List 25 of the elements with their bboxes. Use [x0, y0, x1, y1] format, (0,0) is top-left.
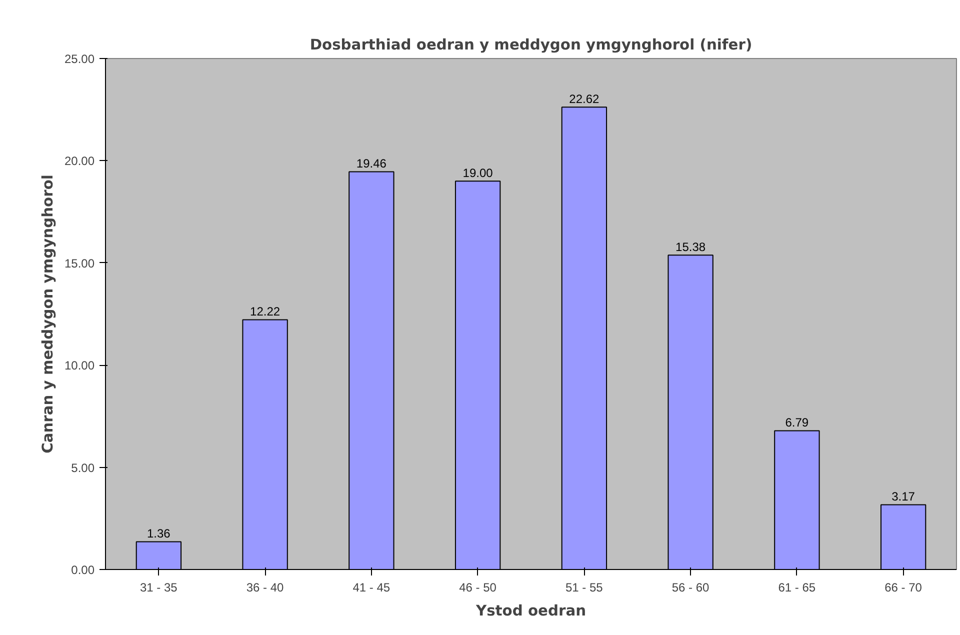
y-tick-label: 15.00	[64, 256, 95, 270]
y-tick-label: 25.00	[64, 52, 95, 66]
data-label: 1.36	[147, 526, 171, 541]
x-axis-title: Ystod oedran	[474, 602, 586, 620]
x-tick-label: 61 - 65	[778, 580, 816, 594]
x-tick-label: 36 - 40	[246, 580, 284, 594]
y-tick-label: 5.00	[71, 460, 95, 475]
x-tick-label: 66 - 70	[884, 580, 922, 594]
data-label: 12.22	[250, 304, 280, 319]
y-axis-title: Canran y meddygon ymgynghorol	[39, 174, 56, 454]
data-label: 22.62	[569, 92, 600, 106]
data-label: 19.00	[462, 166, 494, 180]
x-tick-label: 46 - 50	[459, 580, 497, 594]
data-label: 6.79	[785, 416, 809, 430]
y-tick-label: 20.00	[64, 154, 95, 168]
y-tick-label: 0.00	[71, 563, 95, 577]
x-tick-label: 51 - 55	[566, 580, 604, 594]
y-tick-label: 10.00	[64, 358, 95, 373]
x-tick-label: 41 - 45	[352, 580, 390, 594]
data-label: 15.38	[676, 240, 706, 254]
chart-title: Dosbarthiad oedran y meddygon ymgynghorol (nifer)	[310, 36, 752, 54]
x-tick-label: 31 - 35	[140, 580, 178, 594]
x-tick-label: 56 - 60	[672, 580, 710, 594]
data-label: 3.17	[892, 490, 916, 504]
data-label: 19.46	[356, 156, 387, 171]
